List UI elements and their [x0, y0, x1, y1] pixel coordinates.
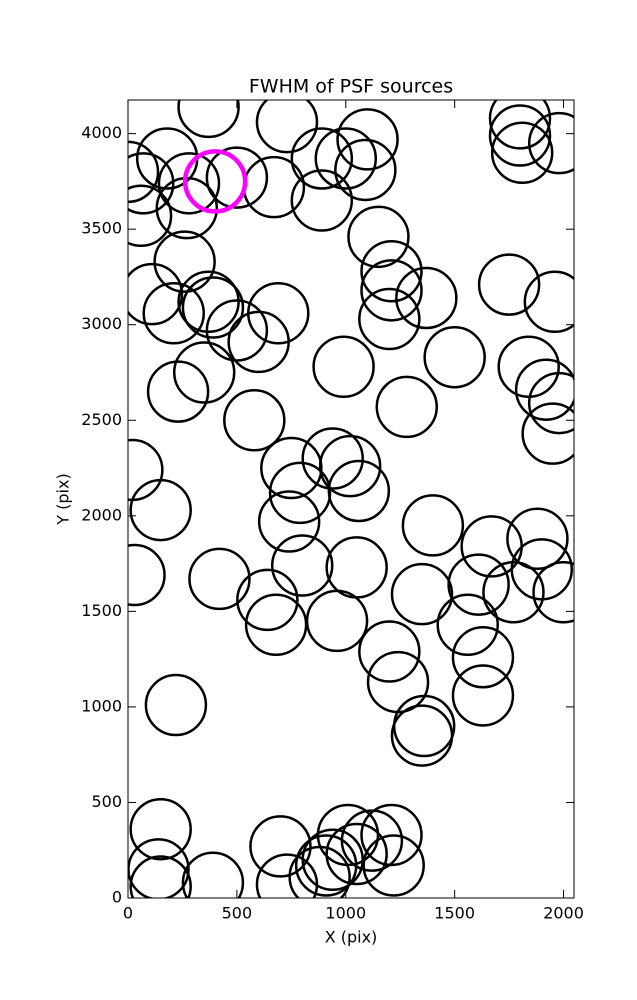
source-circle [451, 625, 515, 689]
source-circle [305, 589, 369, 653]
source-circle [153, 230, 216, 293]
plot-area [128, 100, 574, 898]
source-circle [181, 276, 245, 339]
source-circle [325, 822, 388, 886]
source-circle [358, 620, 421, 683]
source-circle [447, 553, 510, 616]
source-circle [177, 100, 240, 139]
source-circle [247, 282, 310, 345]
y-tick-label: 500 [91, 792, 122, 811]
source-circle [488, 100, 552, 150]
source-circle [360, 803, 423, 867]
x-tick-label: 2000 [543, 904, 584, 923]
x-tick-label: 500 [222, 904, 253, 923]
source-circle [362, 834, 425, 897]
y-tick-label: 4000 [81, 123, 122, 142]
source-circle [236, 568, 299, 632]
source-circle [290, 127, 354, 190]
source-circle [336, 108, 399, 171]
source-circle [375, 375, 438, 439]
y-tick-label: 3500 [81, 219, 122, 238]
source-circle [268, 461, 332, 525]
chart-title: FWHM of PSF sources [249, 76, 453, 98]
source-circle [128, 184, 173, 248]
source-circle [128, 543, 166, 607]
source-circle [506, 507, 569, 570]
source-circle [142, 282, 205, 345]
source-circle [477, 253, 541, 316]
source-circle [129, 797, 192, 861]
source-circle [188, 547, 251, 611]
source-circle [255, 100, 319, 154]
x-tick-label: 1500 [434, 904, 475, 923]
source-circle [532, 561, 574, 624]
source-circle [490, 121, 554, 184]
source-circle [129, 478, 192, 542]
source-circle [482, 561, 545, 624]
source-circle [128, 140, 160, 204]
source-circle [395, 266, 458, 330]
source-circle [128, 152, 175, 215]
source-circle [436, 593, 499, 656]
y-axis-label: Y (pix) [54, 473, 73, 525]
source-circle [290, 169, 354, 232]
source-circle [514, 358, 574, 421]
source-circle [488, 104, 552, 167]
source-circle [172, 341, 236, 404]
source-circle [527, 111, 574, 175]
y-tick-label: 2500 [81, 410, 122, 429]
source-circle [358, 287, 421, 351]
source-circle [146, 360, 210, 423]
source-circle [177, 270, 240, 334]
source-circle [401, 494, 465, 557]
y-tick-label: 1500 [81, 601, 122, 620]
source-circle [301, 427, 364, 490]
source-circle [347, 205, 410, 269]
source-circle [314, 127, 378, 190]
highlight-circle [182, 149, 248, 214]
x-tick-label: 1000 [325, 904, 366, 923]
source-circle [318, 434, 382, 498]
source-circle [144, 673, 208, 737]
x-axis-label: X (pix) [325, 928, 378, 947]
source-circle [390, 562, 454, 626]
source-circle [390, 704, 454, 767]
y-tick-label: 3000 [81, 314, 122, 333]
source-circle [257, 490, 321, 553]
source-circle [249, 815, 312, 878]
source-circle [316, 803, 380, 867]
source-circle [157, 152, 221, 215]
source-circle [312, 335, 375, 399]
source-circle [181, 851, 245, 898]
source-circle [205, 146, 269, 209]
x-tick-label: 0 [123, 904, 133, 923]
source-circle [205, 299, 269, 362]
source-circle [360, 259, 423, 322]
source-circle [360, 239, 423, 303]
source-circle [521, 402, 574, 465]
source-circle [223, 389, 286, 452]
y-tick-label: 2000 [81, 505, 122, 524]
source-circle [129, 855, 192, 898]
source-circle [523, 270, 574, 334]
axes-frame [127, 99, 575, 899]
source-circle [423, 325, 486, 389]
source-circle [128, 262, 184, 326]
source-circle [270, 534, 334, 597]
y-tick-label: 0 [112, 888, 122, 907]
source-circle [527, 371, 574, 435]
source-circle [334, 138, 397, 202]
source-circle [451, 664, 515, 727]
y-tick-label: 1000 [81, 696, 122, 715]
